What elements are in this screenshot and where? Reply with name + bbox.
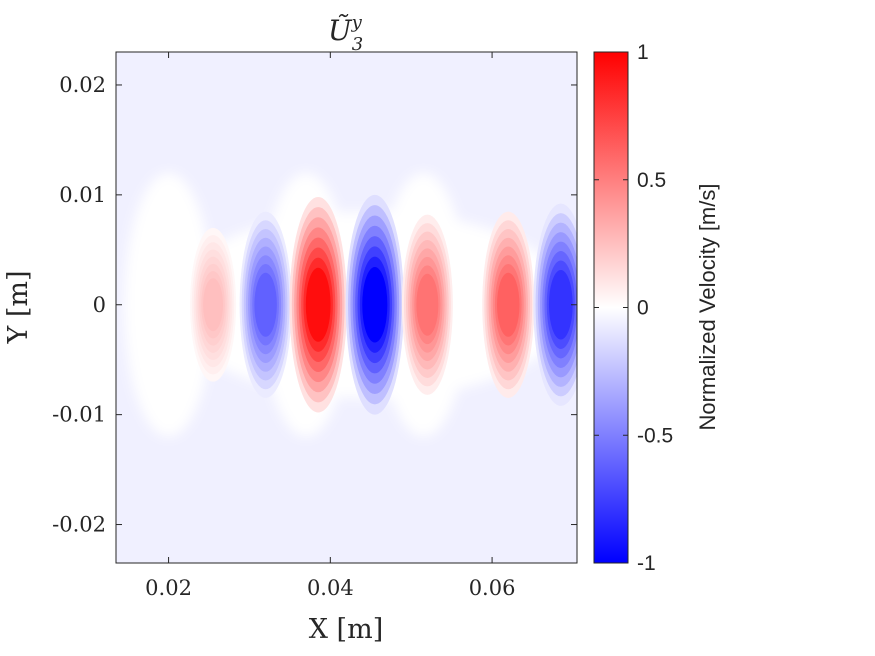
chart-title: Ũy 3: [328, 12, 363, 55]
lobe: [190, 227, 237, 382]
y-tick-label: 0.01: [59, 183, 106, 207]
y-tick-label: 0.02: [59, 73, 106, 97]
lobe: [533, 203, 577, 406]
colorbar-label: Normalized Velocity [m/s]: [695, 184, 720, 431]
colorbar-tick-label: 0: [637, 297, 649, 320]
colorbar-tick-label: 1: [637, 41, 649, 64]
plot-area: [116, 52, 577, 563]
lobes-layer: [190, 194, 577, 415]
lobe-contour: [305, 267, 331, 342]
title-superscript: y: [351, 12, 363, 33]
axes-frame: [115, 51, 578, 564]
title-subscript: 3: [352, 34, 363, 55]
x-tick-label: 0.02: [145, 576, 192, 600]
lobe-contour: [416, 273, 439, 336]
x-tick-label: 0.06: [469, 576, 516, 600]
y-ticks: 0.02 0.01 0 -0.01 -0.02: [52, 73, 577, 537]
lobe: [345, 194, 404, 415]
colorbar-tick-label: -1: [637, 552, 656, 575]
colorbar-tick-label: 0.5: [637, 169, 666, 192]
lobe-contour: [548, 269, 573, 340]
lobe-contour: [362, 266, 388, 343]
x-ticks: 0.02 0.04 0.06: [145, 52, 515, 600]
y-axis-label: Y [m]: [3, 270, 34, 344]
lobe-contour: [497, 272, 520, 337]
y-tick-label: -0.02: [52, 513, 106, 537]
y-tick-label: -0.01: [52, 403, 106, 427]
lobe: [401, 214, 453, 395]
x-tick-label: 0.04: [307, 576, 354, 600]
y-tick-label: 0: [93, 293, 106, 317]
title-main: Ũ: [328, 14, 353, 47]
lobe-contour: [254, 272, 277, 337]
colorbar: [593, 51, 629, 564]
lobe: [239, 211, 292, 398]
lobe-contour: [203, 278, 223, 332]
x-axis-label: X [m]: [309, 614, 383, 645]
colorbar-tick-label: -0.5: [637, 424, 673, 447]
lobe: [482, 211, 535, 398]
colorbar-ticks: 1 0.5 0 -0.5 -1: [594, 41, 673, 575]
lobe: [289, 197, 347, 413]
